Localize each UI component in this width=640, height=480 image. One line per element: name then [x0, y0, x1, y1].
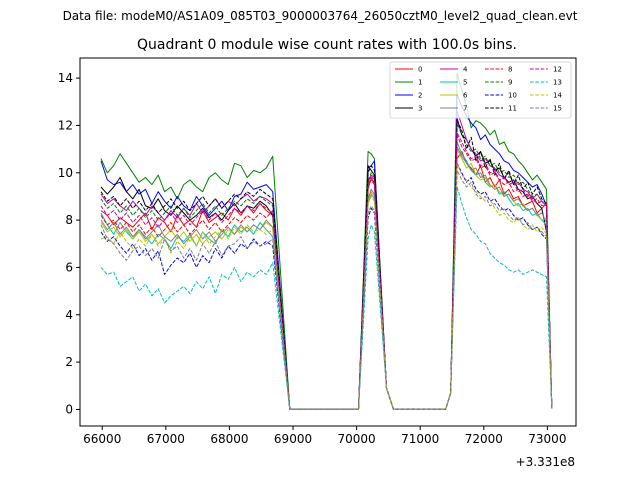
series-line-14 [100, 162, 553, 410]
y-axis: 0 2 4 6 8 10 12 14 [58, 71, 80, 416]
legend-label-14: 14 [553, 92, 562, 100]
axes-frame [79, 57, 577, 427]
x-tick-label: 67000 [147, 432, 185, 446]
x-tick-label: 70000 [338, 432, 376, 446]
legend-label-7: 7 [463, 105, 467, 113]
chart-title: Quadrant 0 module wise count rates with … [137, 37, 517, 53]
series-line-12 [100, 132, 553, 410]
legend-label-2: 2 [418, 92, 422, 100]
x-tick-label: 66000 [83, 432, 121, 446]
y-tick-label: 4 [65, 308, 73, 322]
legend-label-0: 0 [418, 66, 422, 74]
x-tick-label: 73000 [528, 432, 566, 446]
y-tick-label: 8 [65, 213, 73, 227]
series-lines [100, 72, 553, 410]
legend-label-1: 1 [418, 79, 422, 87]
legend-label-15: 15 [553, 105, 562, 113]
x-tick-label: 72000 [465, 432, 503, 446]
y-tick-label: 10 [58, 166, 73, 180]
legend-label-6: 6 [463, 92, 468, 100]
legend-label-8: 8 [508, 66, 512, 74]
x-offset-label: +3.331e8 [516, 455, 575, 469]
legend-box [389, 61, 572, 119]
x-tick-label: 68000 [210, 432, 248, 446]
series-line-15 [100, 169, 553, 410]
legend-label-5: 5 [463, 79, 467, 87]
legend-label-4: 4 [463, 66, 468, 74]
legend-label-3: 3 [418, 105, 422, 113]
legend-label-13: 13 [553, 79, 562, 87]
y-tick-label: 2 [65, 355, 73, 369]
y-tick-label: 6 [65, 260, 73, 274]
legend-label-11: 11 [508, 105, 517, 113]
x-tick-label: 69000 [274, 432, 312, 446]
y-tick-label: 12 [58, 118, 73, 132]
legend-label-12: 12 [553, 66, 562, 74]
plot-area: 66000 67000 68000 69000 70000 71000 72000 73000… [58, 57, 577, 469]
y-tick-label: 14 [58, 71, 73, 85]
suptitle: Data file: modeM0/AS1A09_085T03_90000037… [63, 9, 578, 23]
legend-label-10: 10 [508, 92, 517, 100]
x-axis: 66000 67000 68000 69000 70000 71000 72000 73000 [83, 426, 566, 446]
legend-label-9: 9 [508, 79, 512, 87]
x-tick-label: 71000 [401, 432, 439, 446]
y-tick-label: 0 [65, 402, 73, 416]
